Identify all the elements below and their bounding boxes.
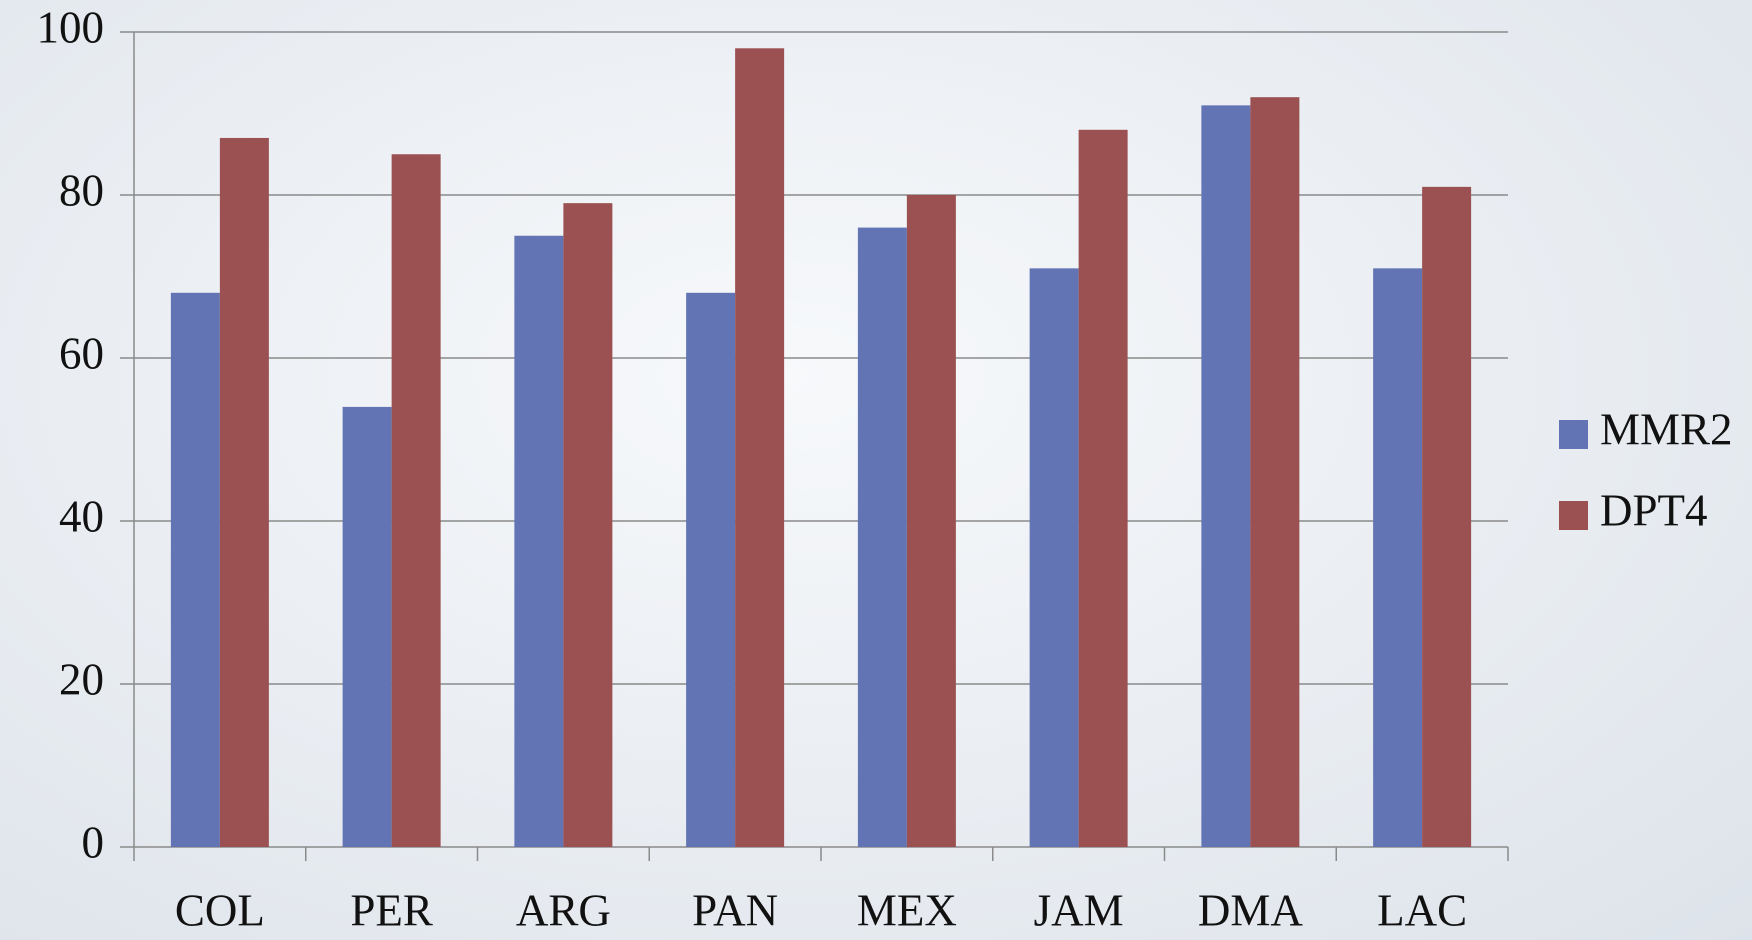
bar (514, 235, 564, 847)
bar (342, 406, 392, 847)
bar (391, 154, 441, 847)
bar (170, 292, 220, 847)
bar (1201, 105, 1251, 848)
y-tick-label: 40 (59, 491, 104, 541)
y-tick-label: 0 (82, 817, 105, 867)
x-tick-label: DMA (1198, 885, 1304, 935)
bar (735, 48, 785, 848)
bar (857, 227, 907, 848)
bar (1250, 97, 1300, 847)
bar (1422, 186, 1472, 848)
y-tick-label: 100 (37, 2, 105, 52)
bar (1078, 129, 1128, 848)
legend-swatch (1559, 501, 1588, 530)
legend-label: DPT4 (1600, 485, 1708, 535)
y-tick-label: 60 (59, 328, 104, 378)
bar (906, 195, 956, 847)
x-tick-label: COL (175, 885, 265, 935)
bar (686, 292, 736, 847)
x-tick-label: PAN (692, 885, 778, 935)
y-tick-label: 20 (59, 654, 104, 704)
bar (219, 137, 269, 847)
legend-swatch (1559, 420, 1588, 449)
legend-label: MMR2 (1600, 404, 1733, 454)
x-tick-label: JAM (1034, 885, 1124, 935)
x-tick-label: LAC (1377, 885, 1467, 935)
y-tick-label: 80 (59, 165, 104, 215)
x-tick-label: ARG (516, 885, 611, 935)
bar (1373, 268, 1423, 848)
x-tick-label: PER (350, 885, 433, 935)
bar (563, 203, 613, 847)
bar (1029, 268, 1079, 848)
x-tick-label: MEX (857, 885, 957, 935)
